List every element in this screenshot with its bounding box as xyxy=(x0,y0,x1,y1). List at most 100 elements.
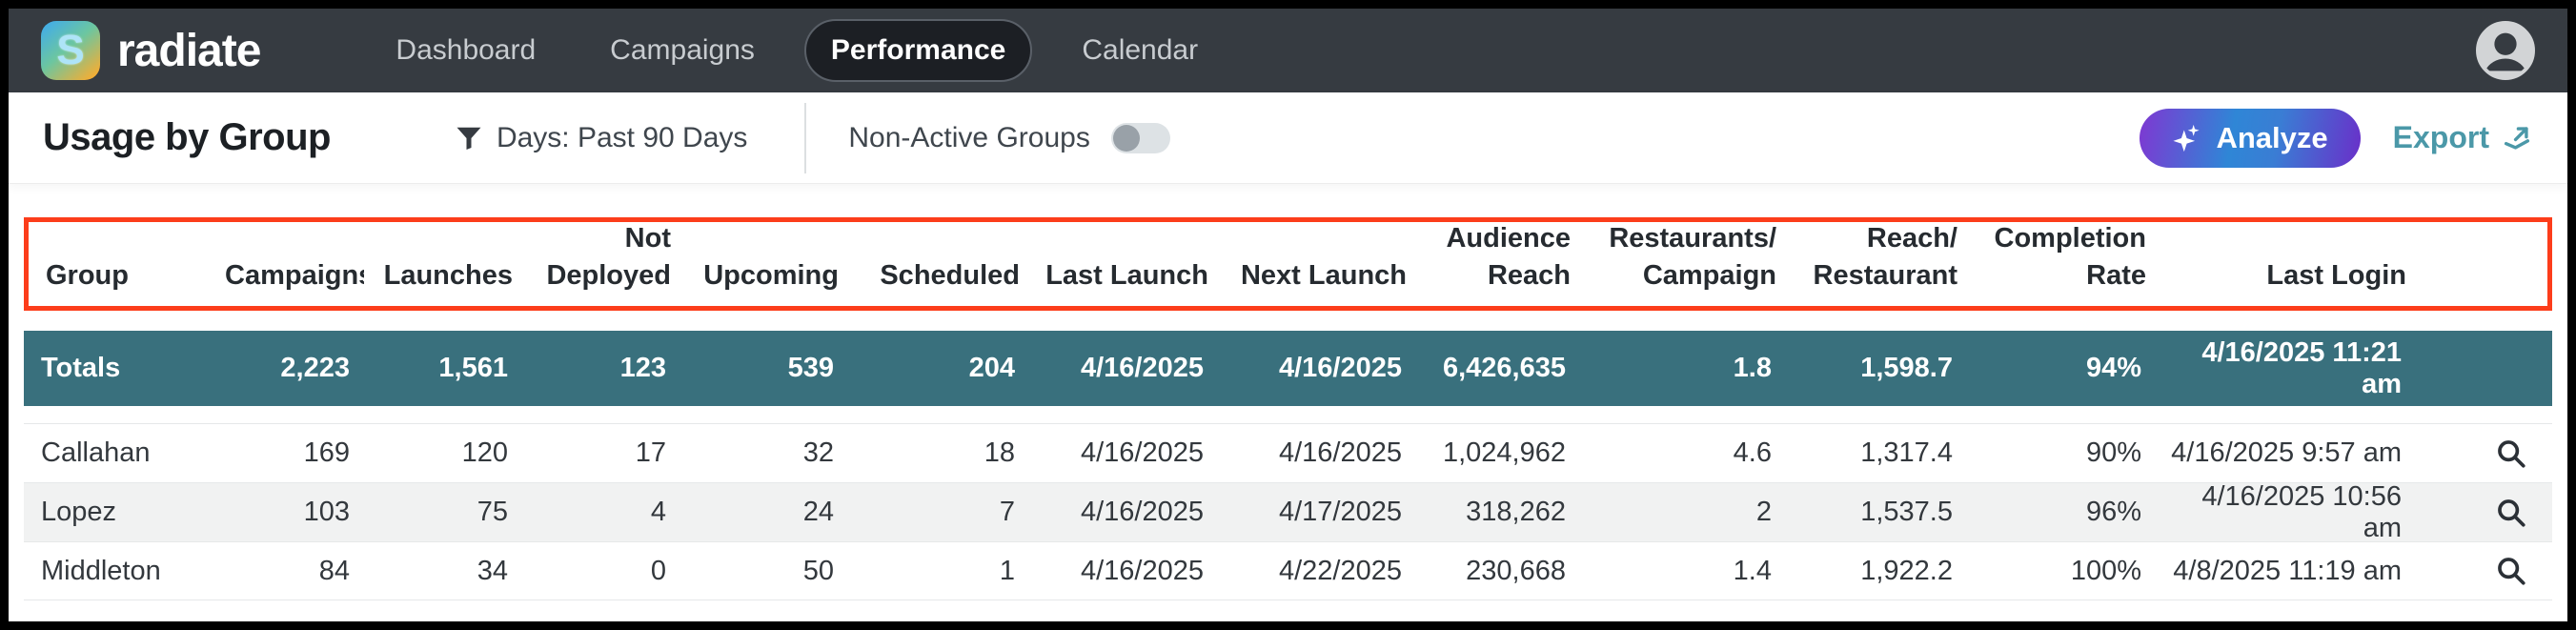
analyze-button[interactable]: Analyze xyxy=(2140,108,2361,168)
cell-reach-restaurant: 1,317.4 xyxy=(1860,437,1953,468)
app-page: S radiate Dashboard Campaigns Performanc… xyxy=(9,9,2567,621)
cell-reach-restaurant: 1,922.2 xyxy=(1860,555,1953,586)
cell-campaigns: 103 xyxy=(303,497,350,527)
non-active-groups-label: Non-Active Groups xyxy=(848,121,1090,153)
totals-campaigns: 2,223 xyxy=(280,353,350,383)
cell-last-login: 4/16/2025 10:56 am xyxy=(2201,480,2402,543)
usage-table: Group Campaigns Launches Not Deployed Up… xyxy=(9,184,2567,600)
cell-not-deployed: 4 xyxy=(650,497,666,527)
table-body: Callahan 169 120 17 32 18 4/16/2025 4/16… xyxy=(24,423,2552,600)
totals-scheduled: 204 xyxy=(968,353,1015,383)
totals-completion-rate: 94% xyxy=(2085,353,2141,383)
cell-next-launch: 4/22/2025 xyxy=(1278,555,1402,586)
cell-scheduled: 1 xyxy=(999,555,1015,586)
cell-upcoming: 50 xyxy=(802,555,834,586)
days-filter-label: Days: Past 90 Days xyxy=(496,121,748,153)
cell-completion-rate: 96% xyxy=(2085,497,2141,527)
table-row-callahan: Callahan 169 120 17 32 18 4/16/2025 4/16… xyxy=(24,423,2552,482)
cell-scheduled: 18 xyxy=(984,437,1015,468)
cell-campaigns: 84 xyxy=(318,555,350,586)
cell-upcoming: 32 xyxy=(802,437,834,468)
col-header-scheduled[interactable]: Scheduled xyxy=(880,259,1020,291)
col-header-reach-restaurant[interactable]: Reach/ Restaurant xyxy=(1813,222,1958,291)
export-link[interactable]: Export xyxy=(2393,120,2533,155)
col-header-not-deployed[interactable]: Not Deployed xyxy=(546,222,671,291)
filter-funnel-icon xyxy=(456,127,481,150)
cell-next-launch: 4/16/2025 xyxy=(1278,437,1402,468)
totals-upcoming: 539 xyxy=(787,353,834,383)
totals-reach-restaurant: 1,598.7 xyxy=(1860,353,1953,383)
cell-restaurants-campaign: 2 xyxy=(1755,497,1772,527)
col-header-restaurants-campaign[interactable]: Restaurants/ Campaign xyxy=(1609,222,1776,291)
cell-last-login: 4/16/2025 9:57 am xyxy=(2171,437,2402,468)
page-title: Usage by Group xyxy=(43,116,331,158)
nav-item-campaigns[interactable]: Campaigns xyxy=(610,34,755,66)
cell-actions xyxy=(2411,437,2552,470)
row-search-button[interactable] xyxy=(2495,437,2527,470)
cell-not-deployed: 17 xyxy=(635,437,666,468)
totals-next-launch: 4/16/2025 xyxy=(1278,353,1402,383)
cell-completion-rate: 100% xyxy=(2070,555,2141,586)
col-header-upcoming[interactable]: Upcoming xyxy=(703,259,839,291)
cell-reach-restaurant: 1,537.5 xyxy=(1860,497,1953,527)
nav-item-calendar[interactable]: Calendar xyxy=(1082,34,1199,66)
col-header-completion-rate[interactable]: Completion Rate xyxy=(1994,222,2147,291)
magnifier-icon xyxy=(2498,439,2525,468)
cell-last-launch: 4/16/2025 xyxy=(1080,555,1204,586)
cell-launches: 34 xyxy=(477,555,508,586)
cell-last-login: 4/8/2025 11:19 am xyxy=(2173,555,2402,586)
totals-launches: 1,561 xyxy=(438,353,508,383)
col-header-last-launch[interactable]: Last Launch xyxy=(1045,259,1208,291)
toggle-knob xyxy=(1112,124,1140,152)
cell-audience-reach: 1,024,962 xyxy=(1442,437,1566,468)
logo-letter: S xyxy=(56,27,85,73)
cell-not-deployed: 0 xyxy=(650,555,666,586)
cell-last-launch: 4/16/2025 xyxy=(1080,497,1204,527)
top-nav: S radiate Dashboard Campaigns Performanc… xyxy=(9,9,2567,92)
magnifier-icon xyxy=(2498,558,2525,585)
cell-audience-reach: 230,668 xyxy=(1466,555,1566,586)
totals-label: Totals xyxy=(41,353,121,383)
cell-next-launch: 4/17/2025 xyxy=(1278,497,1402,527)
col-header-campaigns[interactable]: Campaigns xyxy=(225,259,364,291)
cell-actions xyxy=(2411,497,2552,529)
magnifier-icon xyxy=(2498,498,2525,527)
brand[interactable]: S radiate xyxy=(41,21,261,80)
cell-group: Lopez xyxy=(41,497,117,527)
cell-audience-reach: 318,262 xyxy=(1466,497,1566,527)
cell-restaurants-campaign: 1.4 xyxy=(1733,555,1772,586)
cell-upcoming: 24 xyxy=(802,497,834,527)
cell-group: Middleton xyxy=(41,555,161,586)
table-header-row: Group Campaigns Launches Not Deployed Up… xyxy=(24,217,2552,311)
col-header-group[interactable]: Group xyxy=(46,259,129,291)
cell-actions xyxy=(2411,555,2552,587)
user-avatar-icon[interactable] xyxy=(2476,21,2535,80)
brand-name: radiate xyxy=(117,25,261,76)
totals-restaurants-campaign: 1.8 xyxy=(1733,353,1772,383)
nav-item-dashboard[interactable]: Dashboard xyxy=(396,34,537,66)
cell-launches: 120 xyxy=(461,437,508,468)
days-filter[interactable]: Days: Past 90 Days xyxy=(455,122,747,154)
toolbar-right: Analyze Export xyxy=(2140,108,2533,168)
totals-last-login: 4/16/2025 11:21 am xyxy=(2201,336,2402,399)
non-active-groups-toggle[interactable] xyxy=(1110,122,1170,153)
col-header-launches[interactable]: Launches xyxy=(383,259,513,291)
col-header-audience-reach[interactable]: Audience Reach xyxy=(1446,222,1571,291)
totals-last-launch: 4/16/2025 xyxy=(1080,353,1204,383)
table-row-lopez: Lopez 103 75 4 24 7 4/16/2025 4/17/2025 … xyxy=(24,480,2552,543)
export-label: Export xyxy=(2392,120,2489,154)
totals-row: Totals 2,223 1,561 123 539 204 4/16/2025… xyxy=(24,331,2552,406)
nav-item-performance[interactable]: Performance xyxy=(803,19,1033,82)
toolbar-divider xyxy=(804,102,807,173)
col-header-last-login[interactable]: Last Login xyxy=(2266,259,2406,291)
toolbar: Usage by Group Days: Past 90 Days Non-Ac… xyxy=(9,92,2567,184)
row-search-button[interactable] xyxy=(2495,555,2527,587)
totals-not-deployed: 123 xyxy=(619,353,666,383)
export-icon xyxy=(2504,126,2530,150)
cell-last-launch: 4/16/2025 xyxy=(1080,437,1204,468)
cell-campaigns: 169 xyxy=(303,437,350,468)
sparkles-icon xyxy=(2173,124,2201,152)
col-header-next-launch[interactable]: Next Launch xyxy=(1240,259,1407,291)
row-search-button[interactable] xyxy=(2495,497,2527,529)
